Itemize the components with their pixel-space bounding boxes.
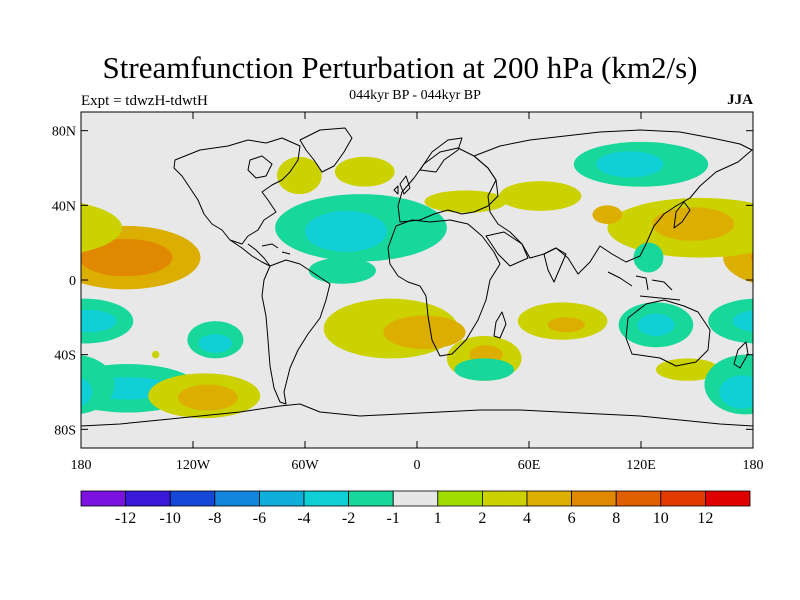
anomaly-region-3 bbox=[81, 309, 117, 333]
colorbar-label: -8 bbox=[208, 510, 221, 527]
anomaly-region-15 bbox=[308, 257, 376, 284]
anomaly-region-31 bbox=[652, 207, 735, 241]
coast-japan bbox=[673, 201, 691, 229]
y-tick-label: 40S bbox=[54, 349, 76, 364]
coast-south-america bbox=[261, 259, 331, 405]
anomaly-region-32 bbox=[499, 181, 582, 211]
colorbar-swatch bbox=[214, 490, 260, 507]
coast-new-zealand bbox=[733, 341, 749, 369]
colorbar-label: 8 bbox=[612, 510, 620, 527]
colorbar-label: -2 bbox=[342, 510, 355, 527]
coast-british-isles bbox=[393, 175, 411, 195]
coastline-layer bbox=[81, 127, 753, 427]
colorbar-swatch bbox=[481, 490, 528, 507]
anomaly-region-27 bbox=[81, 377, 93, 407]
colorbar-label: 2 bbox=[478, 510, 486, 527]
coast-australia bbox=[625, 299, 711, 367]
colorbar-label: 1 bbox=[434, 510, 442, 527]
x-tick-label: 60W bbox=[291, 458, 319, 473]
colorbar-swatch bbox=[705, 490, 751, 507]
coast-arabia bbox=[485, 231, 529, 267]
anomaly-region-7 bbox=[198, 334, 233, 353]
anomaly-region-14 bbox=[424, 190, 507, 213]
anomaly-region-35 bbox=[151, 350, 160, 359]
axis-ticks bbox=[80, 112, 754, 448]
colorbar-label: -1 bbox=[387, 510, 400, 527]
colorbar-swatch bbox=[258, 490, 305, 507]
coast-scandinavia bbox=[419, 137, 463, 173]
x-tick-label: 180 bbox=[743, 458, 764, 473]
anomaly-region-22 bbox=[547, 317, 585, 333]
colorbar-swatch bbox=[80, 490, 126, 507]
axis-tick-labels: 180 120W 60W 0 60E 120E 180 80N 40N 0 40S 80S bbox=[52, 125, 764, 473]
coast-antarctica bbox=[81, 403, 753, 427]
colorbar-label: 10 bbox=[653, 510, 669, 527]
coast-central-america bbox=[229, 239, 271, 267]
anomaly-region-1 bbox=[81, 238, 173, 277]
anomaly-region-11 bbox=[334, 156, 395, 187]
colorbar-swatch bbox=[571, 490, 617, 507]
colorbar-label: -12 bbox=[115, 510, 136, 527]
colorbar-swatch bbox=[125, 490, 171, 507]
y-tick-label: 80S bbox=[54, 423, 76, 438]
anomaly-region-10 bbox=[277, 156, 322, 195]
anomaly-region-29 bbox=[596, 151, 664, 178]
anomaly-region-33 bbox=[592, 205, 623, 225]
chart-title: Streamfunction Perturbation at 200 hPa (… bbox=[102, 50, 698, 85]
x-tick-label: 180 bbox=[71, 458, 92, 473]
colorbar-swatch bbox=[303, 490, 349, 507]
coast-indonesia bbox=[607, 271, 681, 301]
colorbar-label: -6 bbox=[253, 510, 266, 527]
anomaly-region-20 bbox=[454, 358, 515, 381]
y-tick-label: 80N bbox=[52, 125, 76, 140]
coast-north-america bbox=[173, 137, 301, 245]
colorbar-label: -10 bbox=[160, 510, 181, 527]
anomaly-region-3 bbox=[732, 310, 753, 332]
coast-madagascar bbox=[493, 311, 507, 339]
colorbar-swatch bbox=[437, 490, 483, 507]
colorbar-swatch bbox=[348, 490, 394, 507]
y-tick-label: 0 bbox=[69, 274, 76, 289]
colorbar-label: 12 bbox=[697, 510, 713, 527]
anomaly-region-24 bbox=[637, 313, 675, 336]
anomaly-region-13 bbox=[305, 210, 388, 252]
x-tick-label: 60E bbox=[518, 458, 541, 473]
colorbar-label: -4 bbox=[297, 510, 310, 527]
coast-india bbox=[543, 247, 567, 283]
anomaly-region-1 bbox=[751, 252, 753, 263]
colorbar-swatch bbox=[392, 490, 439, 507]
experiment-label: Expt = tdwzH-tdwtH bbox=[81, 93, 208, 109]
coast-asia bbox=[473, 129, 753, 275]
anomaly-region-34 bbox=[633, 242, 664, 273]
contour-fill-layer bbox=[81, 141, 753, 419]
season-label: JJA bbox=[727, 92, 753, 108]
anomaly-region-27 bbox=[719, 375, 753, 409]
colorbar-swatch bbox=[169, 490, 216, 507]
coast-africa bbox=[387, 219, 501, 357]
x-tick-label: 120E bbox=[626, 458, 656, 473]
anomaly-region-9 bbox=[178, 384, 238, 411]
colorbar-label: 6 bbox=[568, 510, 576, 527]
colorbar-swatch bbox=[615, 490, 662, 507]
colorbar-label: 4 bbox=[523, 510, 531, 527]
y-tick-label: 40N bbox=[52, 199, 76, 214]
coast-greenland bbox=[299, 127, 353, 173]
colorbar bbox=[80, 490, 751, 507]
anomaly-region-2 bbox=[708, 298, 753, 344]
coast-hudson-bay bbox=[247, 155, 273, 179]
x-tick-label: 0 bbox=[414, 458, 421, 473]
colorbar-swatch bbox=[526, 490, 572, 507]
colorbar-swatch bbox=[660, 490, 706, 507]
chart-subtitle: 044kyr BP - 044kyr BP bbox=[349, 88, 481, 103]
coast-caribbean bbox=[261, 243, 291, 255]
x-tick-label: 120W bbox=[176, 458, 211, 473]
anomaly-region-17 bbox=[383, 315, 466, 350]
anomaly-region-30 bbox=[81, 202, 123, 253]
colorbar-labels: -12 -10 -8 -6 -4 -2 -1 1 2 4 6 8 10 12 bbox=[115, 510, 713, 527]
